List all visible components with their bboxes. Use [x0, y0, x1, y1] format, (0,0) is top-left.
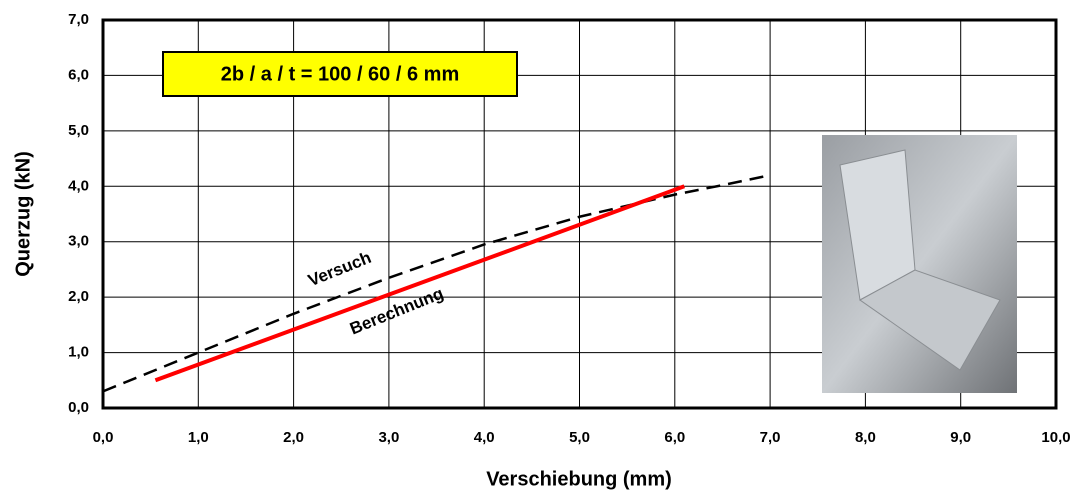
y-axis-label: Querzug (kN) [12, 151, 34, 277]
annotation: Versuch [305, 248, 373, 290]
marks [103, 175, 770, 391]
y-tick-label: 2,0 [68, 288, 89, 305]
x-tick-label: 4,0 [474, 429, 495, 446]
chart-title: 2b / a / t = 100 / 60 / 6 mm [221, 63, 459, 85]
x-tick-label: 8,0 [855, 429, 876, 446]
y-tick-label: 5,0 [68, 122, 89, 139]
y-tick-label: 0,0 [68, 399, 89, 416]
x-tick-label: 6,0 [664, 429, 685, 446]
x-tick-label: 9,0 [950, 429, 971, 446]
x-tick-label: 5,0 [569, 429, 590, 446]
series-line [155, 186, 684, 380]
x-axis-label: Verschiebung (mm) [486, 468, 672, 490]
series-line [103, 175, 770, 391]
x-tick-label: 10,0 [1041, 429, 1070, 446]
y-tick-label: 4,0 [68, 177, 89, 194]
chart: 2b / a / t = 100 / 60 / 6 mm Versuch Ber… [0, 0, 1081, 498]
x-tick-label: 3,0 [378, 429, 399, 446]
y-tick-label: 7,0 [68, 11, 89, 28]
x-tick-label: 7,0 [760, 429, 781, 446]
photo [822, 135, 1017, 393]
x-tick-label: 1,0 [188, 429, 209, 446]
y-tick-label: 3,0 [68, 233, 89, 250]
y-tick-label: 1,0 [68, 344, 89, 361]
y-tick-label: 6,0 [68, 66, 89, 83]
x-tick-label: 0,0 [93, 429, 114, 446]
x-tick-label: 2,0 [283, 429, 304, 446]
